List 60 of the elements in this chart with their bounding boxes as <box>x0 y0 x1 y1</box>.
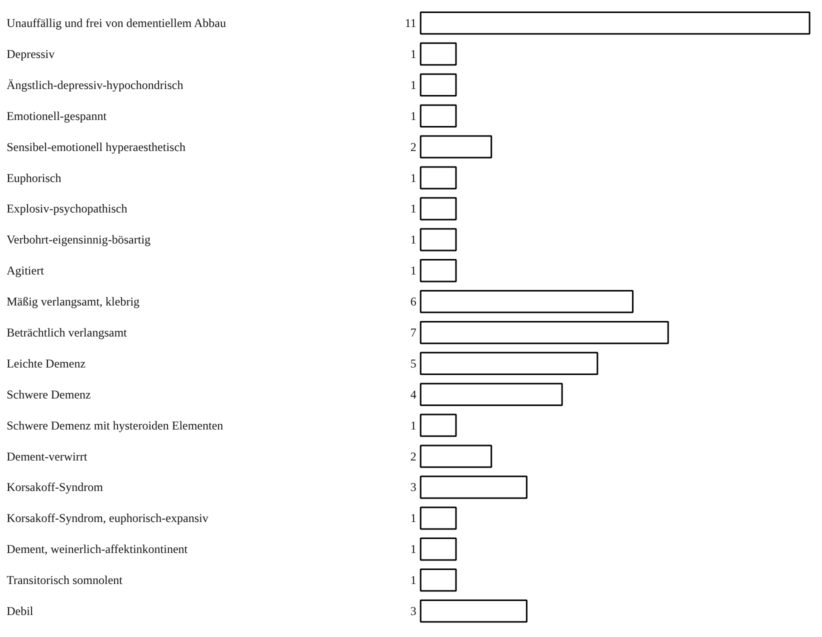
data-label: 5 <box>410 356 416 370</box>
y-tick-label: Mäßig verlangsamt, klebrig <box>6 294 140 309</box>
data-label: 3 <box>410 480 416 494</box>
bar <box>420 320 669 344</box>
y-tick-label: Emotionell-gespannt <box>6 108 108 123</box>
data-label: 4 <box>410 387 416 402</box>
data-label: 6 <box>410 294 416 309</box>
y-tick-label: Agitiert <box>6 264 45 278</box>
bar <box>420 352 598 376</box>
data-label: 3 <box>410 604 416 618</box>
data-label: 1 <box>410 78 416 92</box>
bar <box>420 444 492 468</box>
y-tick-label: Korsakoff-Syndrom <box>6 480 104 494</box>
data-label: 2 <box>410 449 416 464</box>
y-tick-label: Debil <box>6 604 34 618</box>
y-tick-label: Depressiv <box>6 47 55 62</box>
y-tick-label: Unauffällig und frei von dementiellem Abbau <box>6 16 226 30</box>
y-tick-label: Verbohrt-eigensinnig-bösartig <box>6 232 151 247</box>
data-label: 11 <box>404 16 416 30</box>
y-tick-label: Dement-verwirrt <box>6 449 88 464</box>
data-label: 1 <box>410 170 416 185</box>
data-label: 2 <box>410 140 416 154</box>
y-tick-label: Korsakoff-Syndrom, euphorisch-expansiv <box>6 511 208 526</box>
bar <box>420 414 457 437</box>
bar <box>420 259 457 282</box>
bar <box>420 476 528 499</box>
y-tick-label: Transitorisch somnolent <box>6 573 124 588</box>
bar <box>420 290 634 314</box>
data-label: 1 <box>410 232 416 247</box>
bar <box>420 166 457 190</box>
bar <box>420 104 457 128</box>
y-tick-label: Schwere Demenz <box>6 387 91 402</box>
y-tick-label: Explosiv-psychopathisch <box>6 202 128 216</box>
y-tick-label: Ängstlich-depressiv-hypochondrisch <box>6 78 184 92</box>
bar <box>420 42 457 66</box>
y-tick-label: Euphorisch <box>6 170 62 185</box>
bar <box>420 538 457 561</box>
y-tick-label: Schwere Demenz mit hysteroiden Elementen <box>6 418 224 432</box>
data-label: 1 <box>410 264 416 278</box>
bar <box>420 382 563 406</box>
bar <box>420 599 528 623</box>
bar <box>420 228 457 252</box>
bar <box>420 506 457 530</box>
bar <box>420 73 457 97</box>
bar <box>420 11 810 35</box>
y-tick-label: Beträchtlich verlangsamt <box>6 326 128 340</box>
data-label: 1 <box>410 108 416 123</box>
data-label: 1 <box>410 47 416 62</box>
y-tick-label: Leichte Demenz <box>6 356 86 370</box>
bar <box>420 568 457 592</box>
data-label: 1 <box>410 542 416 556</box>
bar <box>420 135 492 158</box>
data-label: 1 <box>410 202 416 216</box>
data-label: 1 <box>410 573 416 588</box>
data-label: 7 <box>410 326 416 340</box>
data-label: 1 <box>410 418 416 432</box>
data-label: 1 <box>410 511 416 526</box>
bar <box>420 197 457 220</box>
y-tick-label: Dement, weinerlich-affektinkontinent <box>6 542 188 556</box>
y-tick-label: Sensibel-emotionell hyperaesthetisch <box>6 140 186 154</box>
